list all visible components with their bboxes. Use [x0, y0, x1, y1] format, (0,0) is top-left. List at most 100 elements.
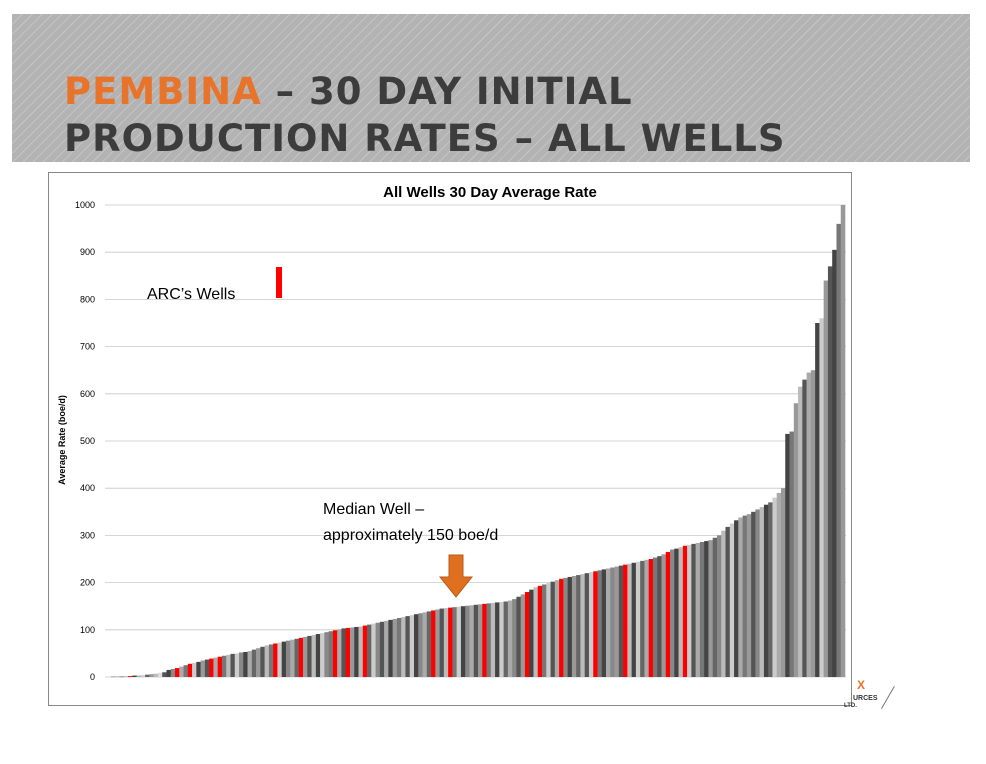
- bar: [712, 537, 718, 677]
- bar: [264, 645, 270, 677]
- bar: [810, 370, 816, 677]
- bar: [614, 566, 620, 677]
- bar: [111, 676, 116, 678]
- slide-title: PEMBINA – 30 DAY INITIAL PRODUCTION RATES…: [64, 68, 786, 162]
- bar: [832, 249, 837, 677]
- bar: [367, 624, 372, 677]
- bar: [268, 644, 274, 677]
- bar: [640, 560, 645, 677]
- bar: [115, 676, 120, 678]
- bar: [460, 606, 466, 677]
- bar: [251, 649, 257, 677]
- bar: [145, 674, 150, 677]
- bar: [448, 607, 453, 677]
- bar: [439, 608, 445, 677]
- bar: [119, 676, 125, 678]
- bar: [452, 607, 457, 677]
- bar: [597, 570, 603, 677]
- bar: [738, 517, 743, 677]
- bar: [388, 619, 393, 677]
- chart-frame: All Wells 30 Day Average Rate Average Ra…: [48, 172, 852, 706]
- legend: ARC’s Wells: [147, 267, 282, 303]
- bar: [580, 574, 585, 677]
- bar: [563, 577, 568, 677]
- bar: [128, 676, 133, 677]
- bar: [699, 542, 705, 677]
- bar: [337, 629, 342, 677]
- bar: [486, 603, 492, 677]
- bar: [243, 651, 248, 677]
- bar: [780, 488, 786, 677]
- bar: [320, 633, 325, 677]
- y-tick-label: 200: [80, 578, 95, 588]
- median-label-line-1: Median Well –: [323, 501, 424, 518]
- bar: [371, 623, 376, 677]
- bar-chart: All Wells 30 Day Average Rate Average Ra…: [57, 184, 846, 682]
- bar: [593, 571, 598, 677]
- bar: [140, 675, 146, 677]
- bar: [682, 545, 688, 677]
- bar: [332, 630, 338, 677]
- bar: [256, 648, 261, 677]
- bar: [644, 559, 649, 677]
- bar: [687, 544, 692, 677]
- bar: [478, 604, 483, 677]
- bar: [691, 543, 696, 677]
- bar: [192, 662, 197, 677]
- bar: [166, 669, 172, 677]
- bar: [734, 520, 739, 677]
- bar: [260, 646, 265, 677]
- bar: [610, 567, 615, 677]
- bar: [354, 626, 359, 677]
- bar: [490, 602, 496, 677]
- y-tick-label: 900: [80, 247, 95, 257]
- bar: [469, 605, 475, 677]
- bar: [588, 572, 594, 677]
- bar: [776, 492, 782, 677]
- title-line-2: PRODUCTION RATES – ALL WELLS: [64, 117, 786, 160]
- bar: [230, 653, 236, 677]
- bar: [576, 575, 581, 677]
- bar: [358, 626, 364, 677]
- grid-lines: [105, 204, 846, 678]
- bar: [819, 318, 824, 677]
- bar: [529, 589, 534, 677]
- bar: [362, 625, 368, 677]
- bar: [695, 542, 701, 677]
- bar: [584, 573, 590, 677]
- bar: [533, 587, 539, 677]
- bar: [209, 658, 214, 677]
- bar: [618, 565, 624, 677]
- y-tick-label: 700: [80, 342, 95, 352]
- bar: [303, 636, 308, 677]
- bar: [341, 628, 347, 677]
- bar: [456, 606, 462, 677]
- bar: [311, 634, 317, 677]
- bar: [678, 547, 684, 677]
- logo-mark: X: [857, 678, 866, 692]
- bar: [281, 641, 287, 677]
- y-axis-label: Average Rate (boe/d): [57, 395, 67, 485]
- logo-word: URCES: [853, 695, 878, 702]
- bar: [542, 584, 547, 677]
- bar: [153, 673, 159, 677]
- bar: [349, 627, 355, 677]
- bar: [789, 431, 795, 677]
- bar: [405, 616, 411, 677]
- bar: [499, 601, 504, 677]
- bar: [704, 541, 709, 677]
- bar: [806, 372, 812, 677]
- bar: [721, 530, 726, 677]
- bar: [273, 643, 278, 677]
- bar: [149, 674, 154, 677]
- legend-swatch: [276, 267, 282, 298]
- bar: [751, 511, 756, 677]
- y-tick-label: 500: [80, 436, 95, 446]
- bar: [554, 580, 560, 677]
- bar: [657, 556, 662, 677]
- bar: [546, 583, 551, 677]
- bar: [674, 548, 679, 677]
- title-banner: PEMBINA – 30 DAY INITIAL PRODUCTION RATES…: [12, 14, 970, 162]
- y-tick-label: 300: [80, 530, 95, 540]
- bar: [763, 504, 769, 677]
